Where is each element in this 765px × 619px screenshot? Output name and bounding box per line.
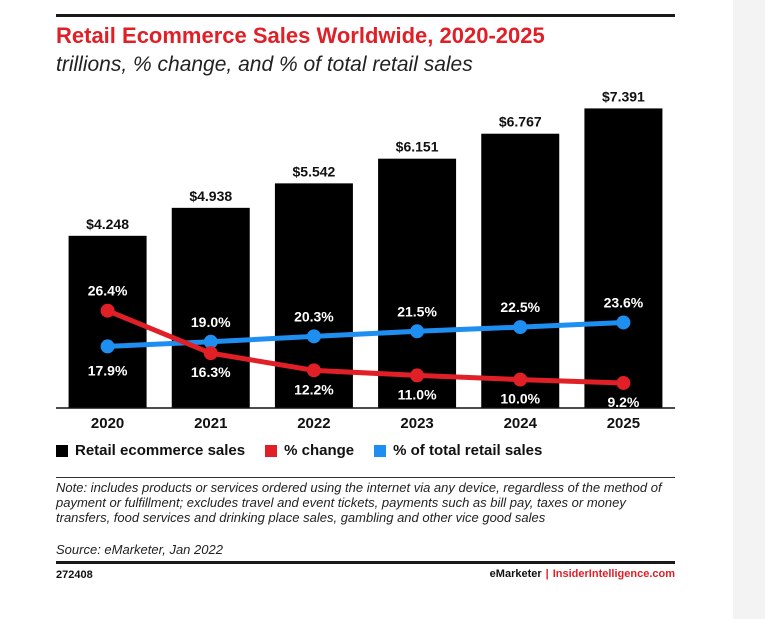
share-label-2024: 22.5% — [500, 299, 540, 315]
footnote: Note: includes products or services orde… — [56, 480, 662, 525]
share-point-2023 — [410, 324, 425, 339]
share-point-2024 — [513, 320, 528, 335]
share-label-2025: 23.6% — [604, 294, 644, 310]
change-point-2020 — [100, 303, 115, 318]
source-line: Source: eMarketer, Jan 2022 — [56, 542, 223, 557]
change-label-2025: 9.2% — [607, 394, 639, 410]
share-label-2021: 19.0% — [191, 314, 231, 330]
change-label-2020: 26.4% — [88, 283, 128, 299]
bar-value-label-2021: $4.938 — [189, 188, 232, 204]
legend-swatch-ecommerce-sales — [56, 444, 68, 457]
share-point-2020 — [100, 339, 115, 354]
share-label-2022: 20.3% — [294, 308, 334, 324]
legend-swatch-change — [265, 444, 278, 457]
chart-id: 272408 — [56, 569, 93, 581]
bar-2024 — [481, 133, 560, 408]
share-point-2025 — [616, 315, 631, 330]
x-tick-label-2025: 2025 — [607, 415, 640, 432]
legend-swatch-share — [374, 444, 387, 457]
x-tick-label-2023: 2023 — [400, 415, 433, 432]
legend-label-change: % change — [284, 442, 355, 459]
top-divider — [56, 14, 675, 17]
change-label-2022: 12.2% — [294, 381, 334, 397]
brand-insider-intelligence[interactable]: InsiderIntelligence.com — [552, 568, 675, 580]
x-tick-label-2024: 2024 — [504, 415, 538, 432]
chart-title: Retail Ecommerce Sales Worldwide, 2020-2… — [56, 23, 545, 48]
change-label-2021: 16.3% — [191, 364, 231, 380]
legend-item-change: % change — [265, 442, 354, 459]
legend-label-ecommerce-sales: Retail ecommerce sales — [75, 442, 246, 459]
change-label-2024: 10.0% — [500, 391, 540, 407]
brand-emarketer: eMarketer — [489, 568, 542, 580]
bar-value-label-2024: $6.767 — [499, 114, 542, 130]
share-line — [105, 319, 626, 349]
legend-item-share: % of total retail sales — [374, 442, 542, 459]
bar-2023 — [378, 158, 457, 408]
share-point-2022 — [306, 329, 321, 344]
change-point-2023 — [410, 368, 425, 383]
x-tick-label-2020: 2020 — [91, 415, 124, 432]
chart-legend: Retail ecommerce sales % change % of tot… — [56, 442, 562, 459]
share-label-2023: 21.5% — [397, 303, 437, 319]
chart-plot-area: $4.248 $4.938 $5.542 $6.151 $6.767 $7.391 2020… — [56, 88, 675, 432]
chart-subtitle: trillions, % change, and % of total reta… — [56, 53, 473, 76]
bar-value-label-2020: $4.248 — [86, 216, 129, 232]
legend-label-share: % of total retail sales — [393, 442, 543, 459]
bottom-divider — [56, 561, 675, 564]
x-tick-label-2022: 2022 — [297, 415, 330, 432]
change-line — [105, 308, 626, 386]
change-point-2025 — [616, 375, 631, 390]
share-label-2020: 17.9% — [88, 362, 128, 378]
chart-card: Retail Ecommerce Sales Worldwide, 2020-2… — [0, 0, 733, 619]
change-point-2024 — [513, 372, 528, 387]
bar-value-label-2023: $6.151 — [396, 139, 439, 155]
legend-item-ecommerce-sales: Retail ecommerce sales — [56, 442, 245, 459]
brand-separator: | — [545, 568, 549, 580]
x-tick-label-2021: 2021 — [194, 415, 227, 432]
brand-credit: eMarketer | InsiderIntelligence.com — [490, 568, 675, 580]
bar-2021 — [171, 207, 250, 408]
change-point-2022 — [306, 363, 321, 378]
change-label-2023: 11.0% — [398, 386, 437, 402]
note-divider — [56, 477, 675, 478]
bar-2025 — [584, 108, 663, 408]
bar-value-label-2025: $7.391 — [602, 88, 645, 104]
change-point-2021 — [203, 346, 218, 361]
share-point-2021 — [203, 334, 218, 349]
bar-value-label-2022: $5.542 — [293, 163, 336, 179]
